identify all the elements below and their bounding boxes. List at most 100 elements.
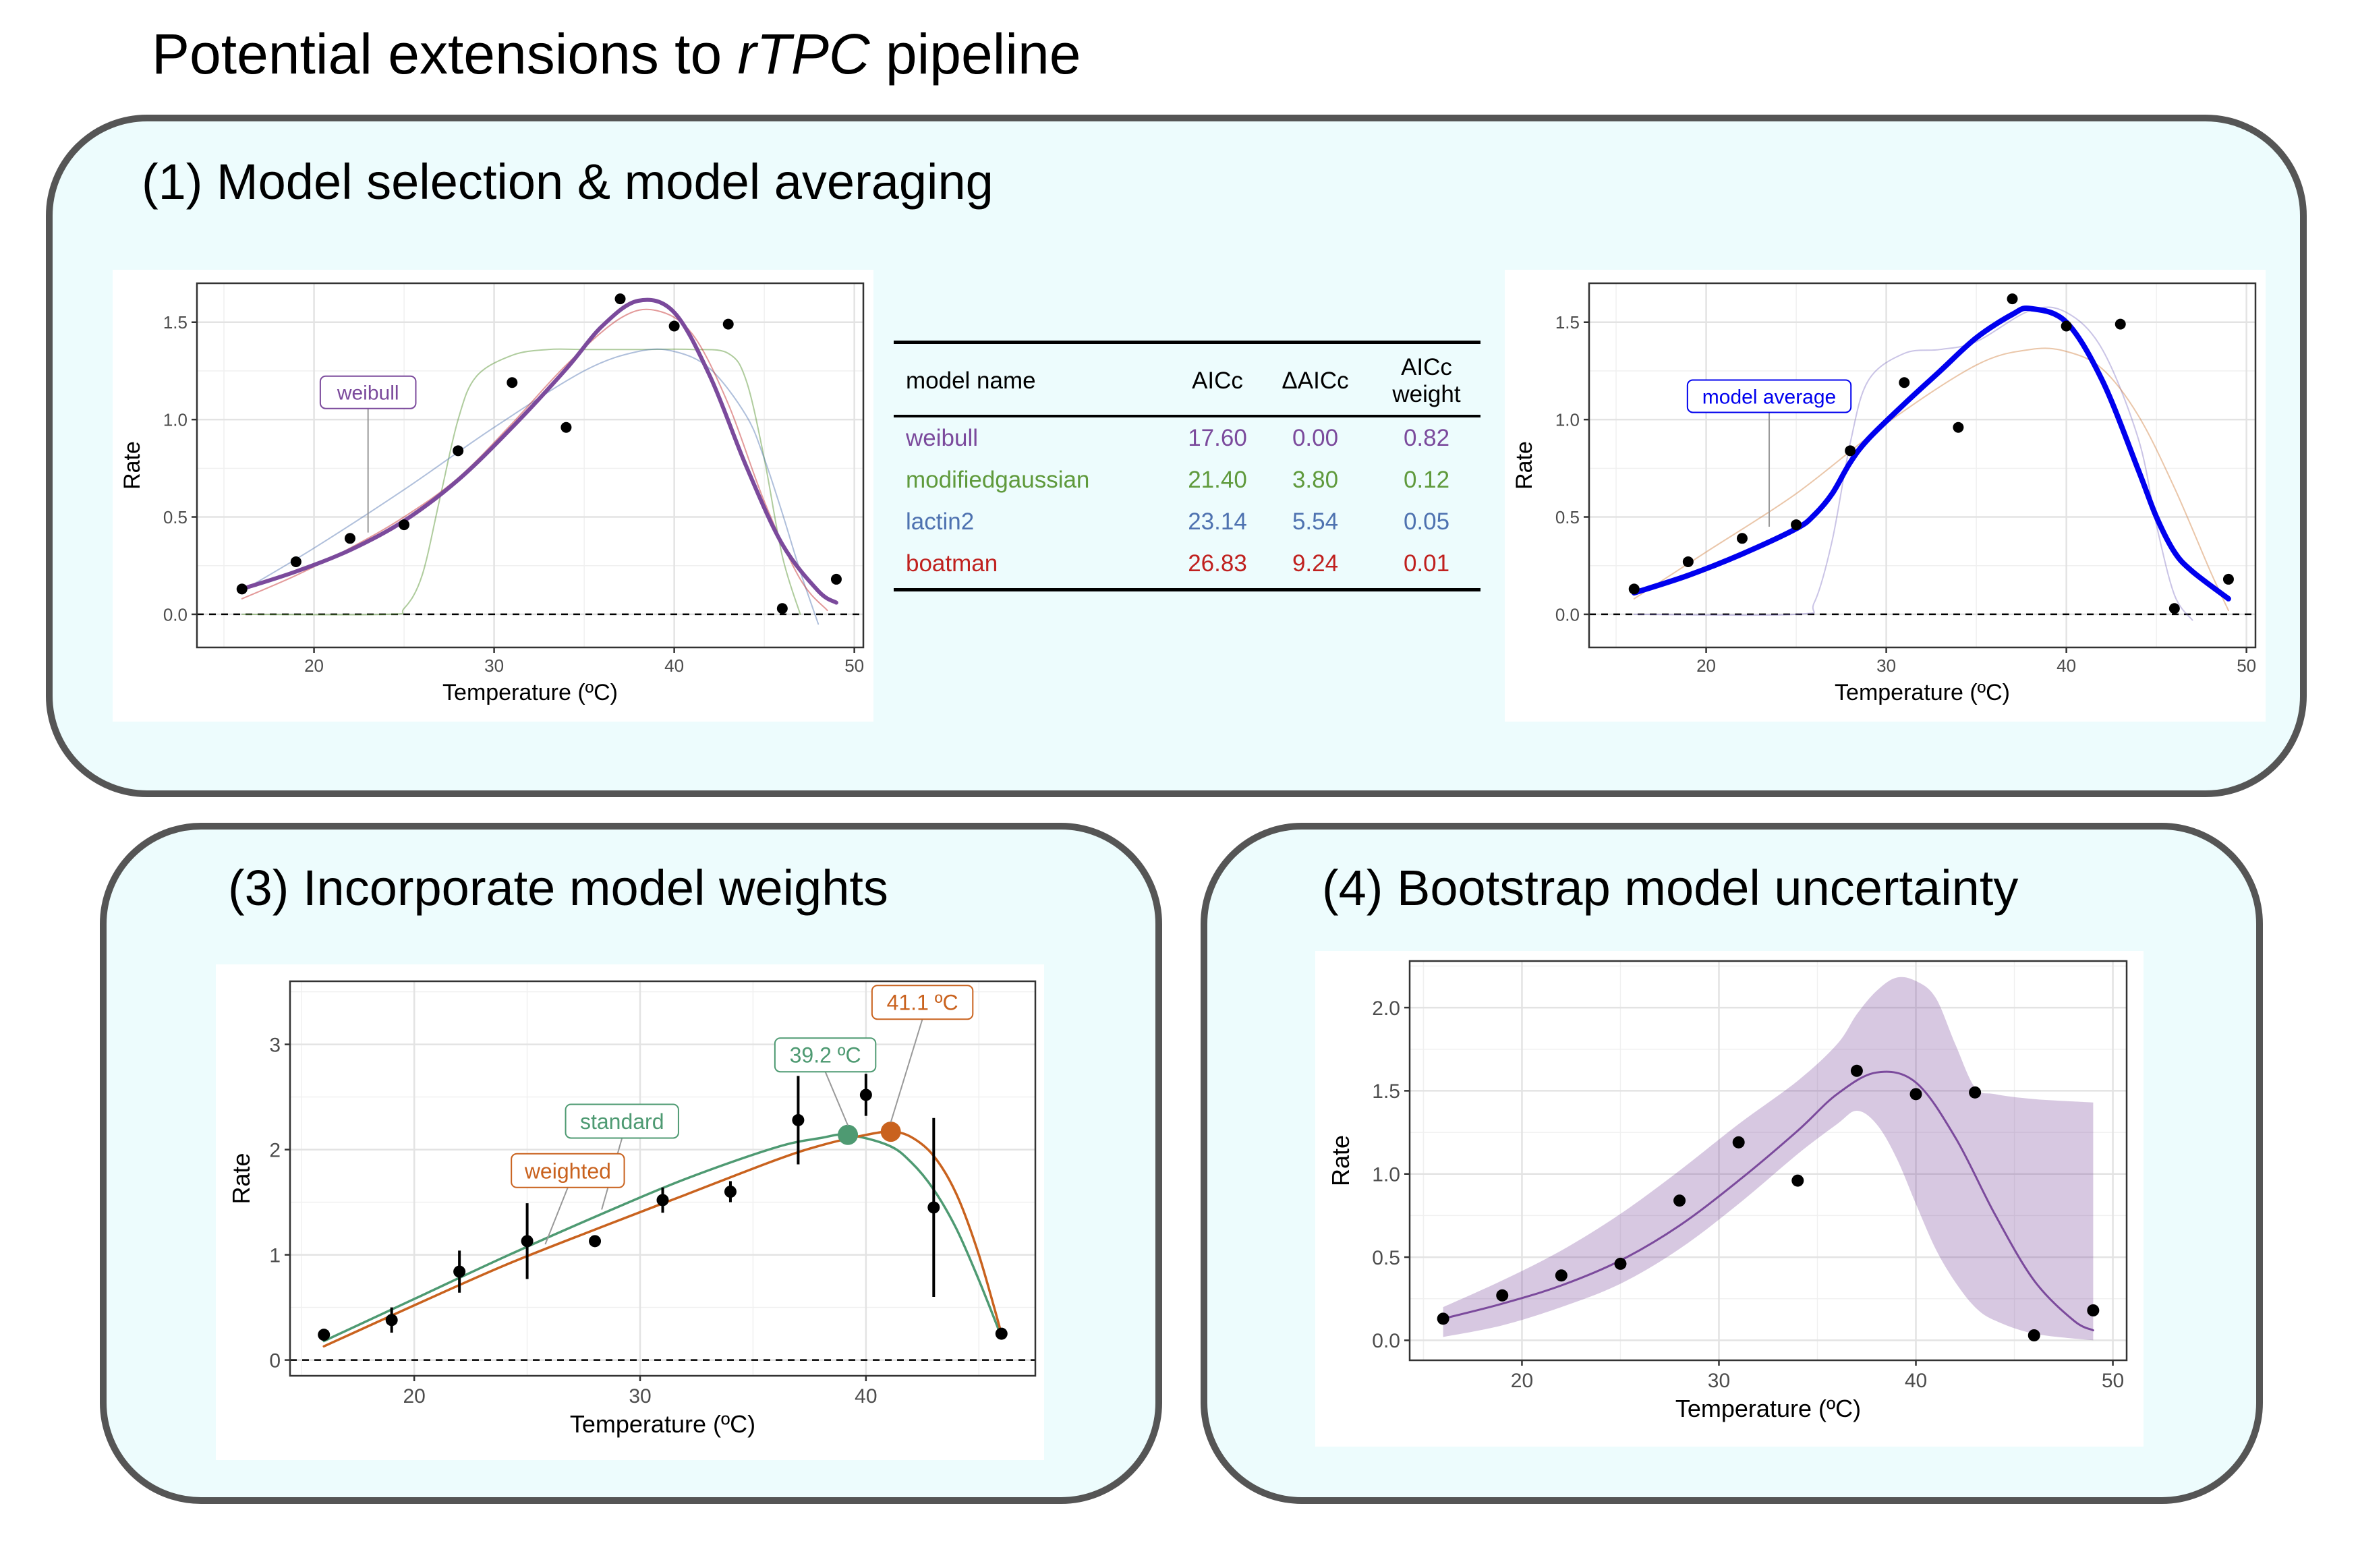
header-model-name: model name [906,368,1036,394]
x-tick-label: 40 [1905,1370,1927,1392]
optimum-label-box [871,985,974,1020]
data-point [2168,603,2180,614]
header-delta-aicc: ΔAICc [1282,368,1349,394]
header-aicc: AICc [1192,368,1243,394]
data-point [1899,377,1910,388]
label-box [1686,379,1852,413]
label-text: weibull [337,382,399,405]
plot-border [196,282,865,649]
table-cell-name: weibull [906,425,978,451]
x-tick-label: 20 [304,656,324,676]
label-box [319,375,417,409]
plot-border [1408,960,2128,1362]
data-point [1791,519,1802,531]
data-point [453,1265,466,1278]
aicc-table: model name AICc ΔAICc AICc weight weibul… [894,337,1480,593]
data-point [453,445,464,457]
plot-weibull-fit: 20 30 40 50 0.0 0.5 1.0 1.5 Temperature (ºC) Rate… [113,270,873,722]
table-cell-weight: 0.05 [1403,509,1450,535]
label-text: model average [1702,386,1836,408]
y-tick-label: 0.5 [1555,507,1580,527]
table-cell-name: modifiedgaussian [906,467,1090,493]
data-point [344,533,355,544]
y-tick-label: 0.5 [163,507,188,527]
data-point [1953,422,1964,433]
y-tick-label: 1.0 [1555,409,1580,430]
plot-weighted-fit: 20 30 40 0 1 2 3 Temperature (ºC) Rate standard we… [216,964,1044,1460]
x-tick-label: 20 [1511,1370,1533,1392]
data-point [1437,1312,1449,1325]
data-point [318,1329,330,1341]
data-point [290,556,301,567]
table-mid-rule [894,415,1480,417]
optimum-point [880,1122,901,1142]
label-text: weighted [524,1159,611,1183]
y-axis-title: Rate [1512,441,1537,490]
label-box [565,1103,679,1139]
data-point [724,1186,737,1198]
y-tick-label: 1.5 [163,312,188,332]
data-point [1614,1257,1627,1270]
data-point [1673,1194,1686,1207]
label-leader [544,1187,569,1245]
x-axis-title: Temperature (ºC) [1675,1395,1861,1422]
series-line-lactin2 [241,348,819,625]
plot-border [1588,282,2257,649]
series-line-standard [322,1133,1003,1343]
panel-title-bootstrap: (4) Bootstrap model uncertainty [1322,860,2019,916]
label-box [511,1153,625,1188]
table-cell-weight: 0.12 [1403,467,1450,493]
y-tick-label: 1.5 [1372,1080,1400,1103]
y-axis-title: Rate [1327,1135,1354,1186]
data-point [560,422,572,433]
y-tick-label: 1 [269,1244,281,1267]
table-cell-name: lactin2 [906,509,975,535]
data-point [927,1201,940,1214]
data-point [614,293,626,305]
y-tick-label: 2.0 [1372,997,1400,1020]
data-point [2222,573,2234,585]
confidence-band [1443,977,2094,1341]
x-tick-label: 50 [2237,656,2256,676]
optimum-leader [824,1071,849,1126]
table-cell-daicc: 0.00 [1292,425,1339,451]
y-axis-title: Rate [119,441,145,490]
plot-panel [290,981,1035,1376]
x-tick-label: 30 [1876,656,1896,676]
x-tick-label: 30 [1708,1370,1730,1392]
series-line-modifiedgaussian [1633,306,2193,621]
data-point [507,377,518,388]
plot-panel [197,283,863,647]
series-line-modifiedgaussian [241,348,801,616]
data-point [776,603,788,614]
data-point [521,1235,534,1248]
optimum-label-text: 39.2 ºC [790,1043,861,1068]
y-tick-label: 0.0 [1555,604,1580,625]
optimum-label-text: 41.1 ºC [887,991,958,1015]
panel-title-model-weights: (3) Incorporate model weights [228,860,888,916]
x-tick-label: 40 [855,1385,877,1407]
data-point [385,1314,398,1327]
optimum-label-box [774,1037,877,1073]
header-aicc-weight-line2: weight [1392,381,1461,407]
table-cell-weight: 0.82 [1403,425,1450,451]
label-text: standard [580,1109,664,1134]
table-cell-daicc: 5.54 [1292,509,1339,535]
plot-panel [1410,961,2127,1360]
series-line-weibull [239,297,838,605]
plot-model-average: 20 30 40 50 0.0 0.5 1.0 1.5 Temperature (ºC) Rate… [1505,270,2266,722]
data-point [1682,556,1694,567]
page-title: Potential extensions to rTPC pipeline [152,22,1081,86]
x-tick-label: 40 [664,656,684,676]
table-cell-weight: 0.01 [1403,550,1450,577]
optimum-point [838,1124,859,1145]
data-point [589,1235,602,1248]
x-axis-title: Temperature (ºC) [442,680,618,705]
table-cell-aicc: 23.14 [1188,509,1247,535]
x-tick-label: 20 [403,1385,425,1407]
data-point [1791,1174,1804,1187]
plot-border [289,980,1037,1377]
y-tick-label: 1.5 [1555,312,1580,332]
data-point [1732,1136,1745,1149]
y-tick-label: 0 [269,1349,281,1372]
